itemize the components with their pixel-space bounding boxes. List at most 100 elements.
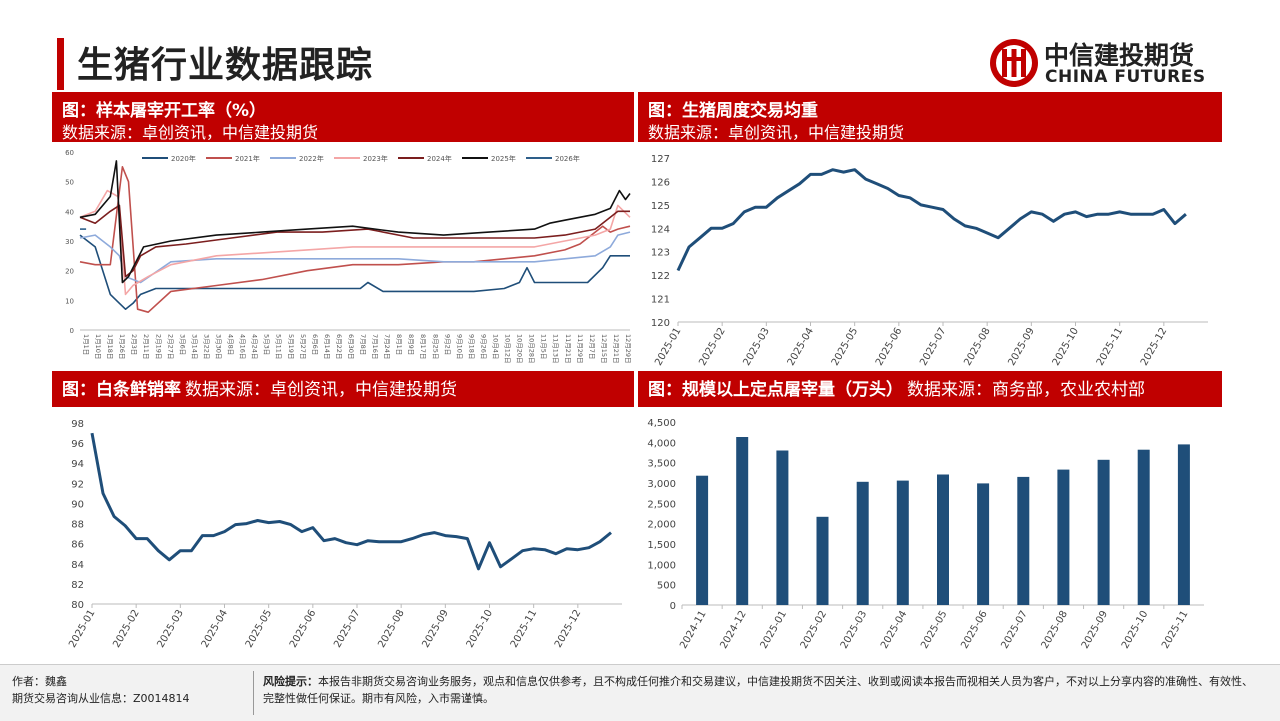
x-tick-label: 10月4日	[492, 334, 500, 359]
bar	[1097, 459, 1110, 605]
x-tick-label: 8月17日	[419, 334, 427, 359]
y-tick-label: 126	[651, 177, 670, 188]
x-tick-label: 2025-12	[553, 608, 583, 650]
company-logo: 中信建投期货 CHINA FUTURES	[988, 34, 1228, 92]
x-tick-label: 11月29日	[576, 334, 584, 364]
x-tick-label: 2025-06	[288, 608, 318, 650]
y-tick-label: 127	[651, 154, 670, 165]
x-tick-label: 4月8日	[227, 334, 235, 355]
y-tick-label: 50	[65, 179, 74, 187]
bar	[816, 516, 829, 605]
x-tick-label: 11月5日	[540, 334, 548, 359]
x-tick-label: 2025-01	[653, 326, 683, 368]
y-tick-label: 3,500	[647, 459, 676, 470]
panel-header-slaughter-volume: 图：规模以上定点屠宰量（万头） 数据来源：商务部，农业农村部	[638, 371, 1222, 407]
x-tick-label: 7月16日	[371, 334, 379, 359]
x-tick-label: 2025-09	[1080, 609, 1110, 651]
panel-source: 数据来源：卓创资讯，中信建投期货	[648, 123, 905, 142]
license-label: 期货交易咨询从业信息：	[12, 692, 133, 705]
x-tick-label: 5月19日	[287, 334, 295, 359]
series-line	[79, 204, 630, 278]
panel-header-fresh-sales: 图：白条鲜销率 数据来源：卓创资讯，中信建投期货	[52, 371, 634, 407]
bar	[776, 450, 789, 605]
license-number: Z0014814	[133, 692, 190, 705]
x-tick-label: 2025-04	[200, 608, 230, 650]
legend-label: 2020年	[171, 154, 196, 163]
x-tick-label: 2025-09	[421, 608, 451, 650]
bar	[736, 437, 749, 605]
x-tick-label: 8月1日	[395, 334, 403, 355]
panel-title: 图：样本屠宰开工率（%）	[62, 101, 267, 121]
x-tick-label: 2025-05	[830, 326, 860, 368]
x-tick-label: 2025-05	[244, 608, 274, 650]
risk-disclaimer: 风险提示：本报告非期货交易咨询业务服务，观点和信息仅供参考，且不构成任何推介和交…	[263, 673, 1253, 707]
legend-label: 2023年	[363, 154, 388, 163]
bar	[856, 481, 869, 605]
series-line	[79, 165, 631, 313]
panel-source: 数据来源：商务部，农业农村部	[907, 380, 1145, 400]
legend-label: 2022年	[299, 154, 324, 163]
series-line	[90, 432, 612, 571]
avg-weight-chart: 120 121 122 123 124 125 126 127 2025-01 2025-02 20…	[651, 154, 1208, 368]
y-tick-label: 122	[651, 271, 670, 282]
y-tick-label: 1,000	[647, 560, 676, 571]
series-line	[79, 189, 631, 296]
x-tick-label: 2025-08	[962, 326, 992, 368]
bar	[696, 475, 709, 605]
y-tick-label: 40	[65, 208, 74, 216]
panel-source: 数据来源：卓创资讯，中信建投期货	[62, 123, 319, 142]
panel-title: 图：生猪周度交易均重	[648, 101, 818, 121]
x-tick-label: 11月13日	[552, 334, 560, 364]
x-tick-label: 2025-01	[67, 608, 97, 650]
y-tick-label: 96	[71, 439, 84, 450]
x-tick-label: 6月22日	[335, 334, 343, 359]
author-name: 魏鑫	[45, 675, 67, 688]
citic-logo-icon	[990, 39, 1038, 87]
y-tick-label: 3,000	[647, 479, 676, 490]
y-tick-label: 82	[71, 580, 84, 591]
x-tick-label: 2025-07	[332, 608, 362, 650]
x-tick-label: 2025-07	[999, 609, 1029, 651]
x-tick-label: 2025-07	[918, 326, 948, 368]
y-tick-label: 4,000	[647, 438, 676, 449]
x-tick-label: 12月7日	[588, 334, 596, 359]
y-tick-label: 90	[71, 499, 84, 510]
bar	[1137, 449, 1150, 605]
x-tick-label: 2月3日	[130, 334, 138, 355]
x-tick-label: 9月10日	[455, 334, 463, 359]
y-tick-label: 98	[71, 419, 84, 430]
x-tick-label: 2025-08	[376, 608, 406, 650]
bar	[937, 474, 949, 605]
x-tick-label: 2024-11	[678, 609, 708, 651]
x-tick-label: 9月2日	[443, 334, 451, 355]
x-tick-label: 1月18日	[106, 334, 114, 359]
footer-author-info: 作者：魏鑫 期货交易咨询从业信息：Z0014814	[12, 673, 190, 707]
x-tick-label: 5月27日	[299, 334, 307, 359]
x-tick-label: 1月1日	[82, 334, 90, 355]
x-tick-label: 2024-12	[718, 609, 748, 651]
y-tick-label: 120	[651, 318, 670, 329]
x-tick-label: 12月29日	[624, 334, 632, 364]
y-tick-label: 80	[71, 600, 84, 611]
x-tick-label: 11月21日	[564, 334, 572, 364]
series-line	[79, 160, 631, 284]
risk-label: 风险提示：	[263, 675, 318, 688]
series-line	[79, 234, 630, 310]
x-tick-label: 2025-12	[1139, 326, 1169, 368]
bar	[1057, 469, 1070, 605]
x-tick-label: 12月15日	[600, 334, 608, 364]
x-tick-label: 2025-04	[786, 326, 816, 368]
logo-text-cn: 中信建投期货	[1044, 41, 1195, 70]
x-tick-label: 6月14日	[323, 334, 331, 359]
x-tick-label: 2月11日	[142, 334, 150, 359]
y-tick-label: 0	[70, 327, 74, 335]
x-tick-label: 2025-01	[759, 609, 789, 651]
panel-title: 图：白条鲜销率	[62, 380, 181, 400]
x-tick-label: 6月30日	[347, 334, 355, 359]
panel-header-slaughter-rate: 图：样本屠宰开工率（%） 数据来源：卓创资讯，中信建投期货	[52, 92, 634, 142]
bar	[1017, 476, 1030, 605]
x-tick-label: 1月26日	[118, 334, 126, 359]
x-tick-label: 2025-05	[919, 609, 949, 651]
legend-label: 2021年	[235, 154, 260, 163]
footer: 作者：魏鑫 期货交易咨询从业信息：Z0014814 风险提示：本报告非期货交易咨…	[0, 664, 1280, 721]
